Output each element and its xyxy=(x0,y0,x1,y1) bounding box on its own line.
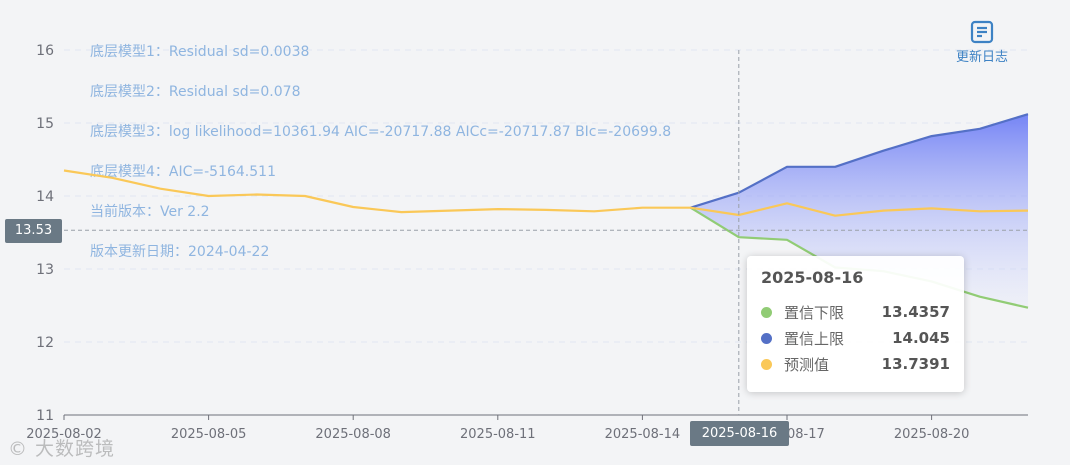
x-tick-label: 2025-08-14 xyxy=(605,427,681,442)
x-tick-label: 2025-08-08 xyxy=(315,427,391,442)
legend-dot-lower xyxy=(761,306,772,318)
tooltip-name-upper: 置信上限 xyxy=(784,329,845,348)
y-tick-label: 12 xyxy=(36,335,54,351)
model-info-line: 版本更新日期：2024-04-22 xyxy=(90,244,269,260)
model-info-line: 当前版本：Ver 2.2 xyxy=(90,203,210,220)
axes: 11 12 13 14 15 16 2025-08-02 2025-08-05 2025-08-… xyxy=(26,43,1028,442)
y-tick-label: 13 xyxy=(36,262,54,278)
legend-dot-forecast xyxy=(761,358,772,370)
y-tick-label: 11 xyxy=(36,408,54,424)
y-crosshair-label: 13.53 xyxy=(5,219,62,243)
watermark-text: 大数跨境 xyxy=(35,438,116,460)
model-info-line: 底层模型1：Residual sd=0.0038 xyxy=(90,44,309,60)
crosshair xyxy=(64,50,1028,415)
forecast-line xyxy=(63,169,1029,217)
tooltip-title: 2025-08-16 xyxy=(761,268,864,287)
tooltip-value-upper: 14.045 xyxy=(892,329,950,347)
watermark: © 大数跨境 xyxy=(8,434,115,461)
x-tick-label: 2025-08-11 xyxy=(460,427,536,442)
model-info-line: 底层模型4：AIC=-5164.511 xyxy=(90,164,276,180)
tooltip-row-upper: 置信上限 14.045 xyxy=(761,325,950,351)
model-info-line: 底层模型2：Residual sd=0.078 xyxy=(90,84,300,100)
update-log-label: 更新日志 xyxy=(955,50,1008,65)
x-crosshair-label: 2025-08-16 xyxy=(690,421,789,446)
tooltip: 2025-08-16 置信下限 13.4357 置信上限 14.045 预测值 … xyxy=(747,256,964,392)
document-icon xyxy=(970,20,994,44)
tooltip-row-forecast: 预测值 13.7391 xyxy=(761,351,950,377)
x-tick-label: 2025-08-20 xyxy=(894,427,970,442)
x-tick-label: 2025-08-05 xyxy=(171,427,247,442)
x-tick-label: 2025-08-02 xyxy=(26,427,102,442)
model-info-line: 底层模型3：log likelihood=10361.94 AIC=-20717… xyxy=(90,124,671,140)
tooltip-name-lower: 置信下限 xyxy=(784,303,845,322)
tooltip-value-lower: 13.4357 xyxy=(881,303,950,321)
y-tick-label: 14 xyxy=(36,189,54,205)
watermark-logo-icon: © xyxy=(8,438,28,460)
update-log-button[interactable]: 更新日志 xyxy=(944,20,1020,70)
tooltip-name-forecast: 预测值 xyxy=(784,355,830,374)
model-info-text: 底层模型1：Residual sd=0.0038 底层模型2：Residual s… xyxy=(90,44,671,260)
tooltip-value-forecast: 13.7391 xyxy=(881,355,950,373)
y-tick-label: 16 xyxy=(36,43,54,59)
upper-bound-line xyxy=(690,113,1029,209)
y-tick-label: 15 xyxy=(36,116,54,132)
legend-dot-upper xyxy=(761,332,772,344)
tooltip-row-lower: 置信下限 13.4357 xyxy=(761,299,950,325)
